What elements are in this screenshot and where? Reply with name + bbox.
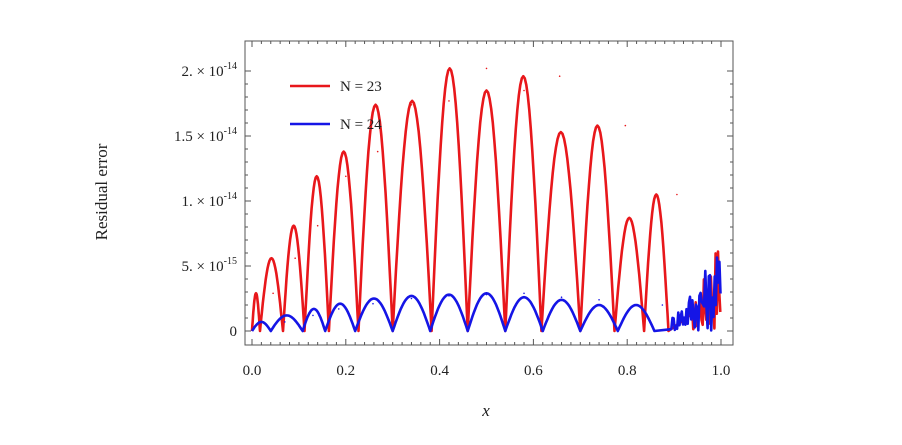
x-axis-label: x xyxy=(481,401,490,420)
x-tick-label: 0.0 xyxy=(243,363,262,379)
series-peak-point xyxy=(598,299,600,301)
series-peak-point xyxy=(376,150,379,153)
x-tick-label: 0.2 xyxy=(336,363,355,379)
x-tick-label: 0.8 xyxy=(618,363,637,379)
y-tick-label: 5. × 10-15 xyxy=(181,256,237,275)
series-peak-point xyxy=(337,308,340,310)
series-peak-point xyxy=(624,124,627,127)
series-peak-point xyxy=(448,100,450,102)
series-peak-point xyxy=(485,293,488,296)
x-tick-label: 0.6 xyxy=(524,363,543,379)
series-peak-point xyxy=(410,104,413,106)
y-tick-label: 0 xyxy=(230,324,238,340)
y-tick-label: 1.5 × 10-14 xyxy=(174,126,237,145)
series-peak-point xyxy=(523,89,525,92)
y-axis-label: Residual error xyxy=(92,143,111,240)
series-peak-point xyxy=(410,297,413,300)
series-peak-point xyxy=(635,304,638,306)
series-peak-point xyxy=(316,224,319,227)
series-peak-point xyxy=(676,193,678,196)
series-peak-point xyxy=(372,302,374,305)
series-peak-point xyxy=(294,257,296,260)
x-tick-label: 1.0 xyxy=(712,363,731,379)
series-peak-point xyxy=(558,75,561,77)
legend-label: N = 24 xyxy=(340,117,382,133)
axes: 0.0 0.2 0.4 0.6 0.8 1.0 0 5. × 10-15 1. × 10-14 1… xyxy=(174,40,734,379)
y-tick-label: 2. × 10-14 xyxy=(181,61,237,80)
series-peak-point xyxy=(661,304,664,306)
series-peak-point xyxy=(593,131,596,133)
series-layer xyxy=(250,67,722,333)
plot-frame xyxy=(244,40,734,346)
x-tick-label: 0.4 xyxy=(430,363,449,379)
series-peak-point xyxy=(312,314,314,317)
series-peak-point xyxy=(651,217,653,219)
series-peak-point xyxy=(345,175,347,178)
series-peak-point xyxy=(272,292,274,295)
series-peak-point xyxy=(448,295,450,297)
series-peak-point xyxy=(560,296,563,299)
series-line-n23 xyxy=(250,67,722,333)
legend-label: N = 23 xyxy=(340,79,382,95)
legend: N = 23 N = 24 xyxy=(290,79,382,133)
series-peak-point xyxy=(485,67,488,70)
series-peak-point xyxy=(523,292,525,295)
series-peak-point xyxy=(284,321,286,323)
y-tick-label: 1. × 10-14 xyxy=(181,191,237,210)
